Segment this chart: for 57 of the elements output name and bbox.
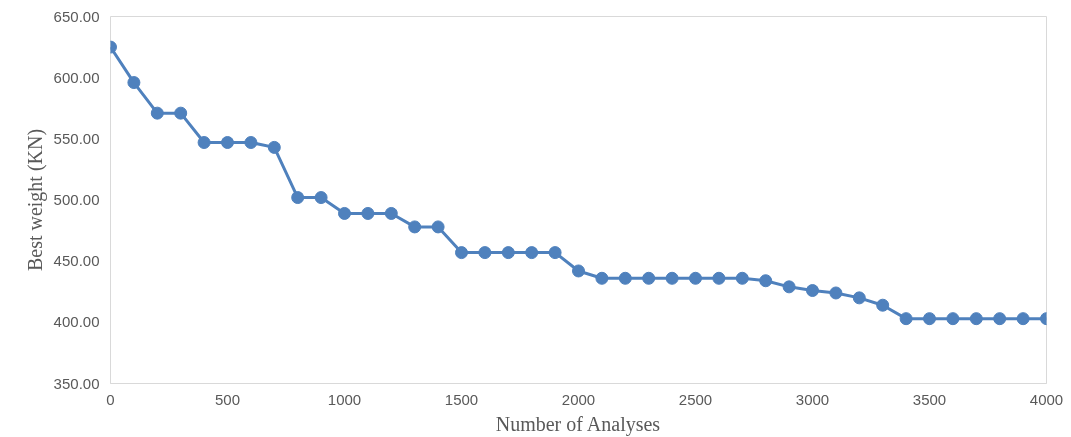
x-tick-label: 1500 [444, 390, 479, 408]
y-tick-label: 350.00 [53, 374, 100, 392]
point [993, 312, 1007, 326]
point [384, 206, 398, 220]
point [689, 271, 702, 285]
y-tick-label: 450.00 [53, 252, 100, 270]
point [314, 191, 328, 205]
point [969, 312, 983, 326]
x-tick-label: 2500 [678, 390, 713, 408]
point [1016, 312, 1030, 326]
x-tick-label: 500 [214, 390, 241, 408]
x-tick-label: 1000 [327, 390, 362, 408]
point [665, 271, 679, 285]
point [852, 291, 866, 305]
point [806, 284, 819, 298]
point [525, 246, 539, 260]
point [431, 220, 445, 234]
y-axis-title: Best weight (KN) [23, 128, 47, 272]
y-tick-label: 550.00 [53, 129, 100, 147]
x-tick-label: 3500 [912, 390, 947, 408]
point [642, 271, 656, 285]
point [759, 274, 773, 288]
point [361, 206, 375, 220]
point [829, 286, 843, 300]
point [595, 271, 609, 285]
x-axis-title: Number of Analyses [495, 412, 661, 436]
point [244, 136, 258, 149]
point [455, 246, 468, 260]
point [782, 280, 796, 294]
x-tick-label: 2000 [561, 390, 596, 408]
point [618, 271, 632, 285]
x-tick-label: 4000 [1029, 390, 1064, 408]
point [174, 106, 188, 120]
y-tick-label: 500.00 [53, 191, 100, 208]
point [408, 220, 422, 234]
point [876, 298, 890, 312]
point [735, 271, 749, 285]
point [946, 312, 960, 326]
y-tick-label: 650.00 [53, 7, 100, 25]
point [267, 140, 281, 154]
point [127, 76, 141, 90]
point [291, 191, 305, 205]
point [221, 136, 234, 149]
point [478, 246, 492, 260]
y-tick-label: 400.00 [53, 313, 100, 331]
point [501, 246, 515, 260]
point [572, 264, 585, 278]
point [338, 206, 351, 220]
x-tick-label: 0 [106, 390, 115, 408]
point [197, 136, 211, 149]
point [899, 312, 913, 326]
x-tick-label: 3000 [795, 390, 830, 408]
y-tick-label: 600.00 [53, 68, 100, 86]
point [712, 271, 726, 285]
point [548, 246, 562, 260]
point [923, 312, 936, 326]
point [150, 106, 164, 120]
